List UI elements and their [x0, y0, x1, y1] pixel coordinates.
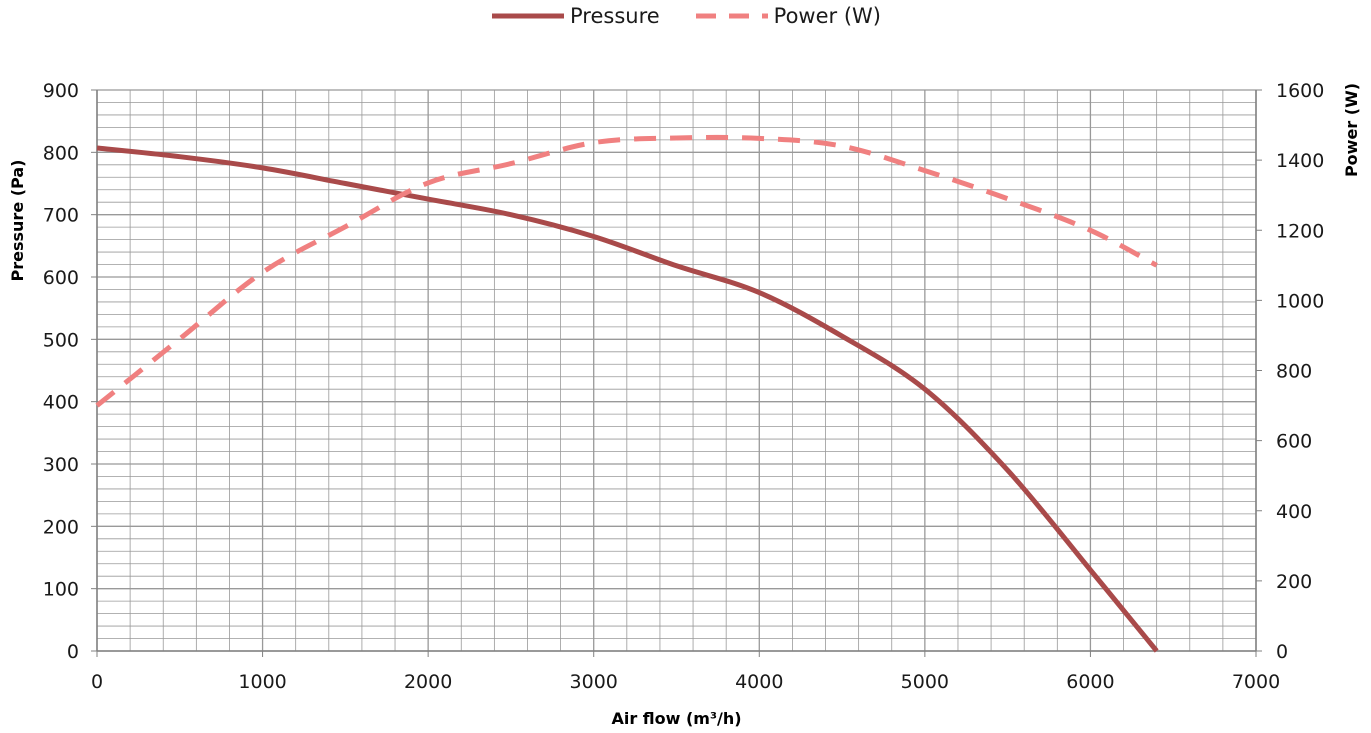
y2-axis-title: Power (W) — [1342, 83, 1361, 177]
legend-label-power: Power (W) — [773, 4, 881, 28]
y2-tick-label: 1400 — [1276, 150, 1324, 172]
y-tick-label: 100 — [43, 579, 79, 601]
x-tick-label: 7000 — [1232, 671, 1280, 693]
y-axis-title: Pressure (Pa) — [8, 160, 27, 282]
legend-swatch-power — [695, 13, 768, 19]
x-tick-label: 6000 — [1066, 671, 1114, 693]
y-tick-label: 0 — [67, 641, 79, 663]
y-tick-label: 500 — [43, 329, 79, 351]
y2-tick-label: 0 — [1276, 641, 1288, 663]
x-tick-label: 0 — [91, 671, 103, 693]
x-axis-title: Air flow (m³/h) — [611, 709, 741, 728]
y2-tick-label: 1200 — [1276, 220, 1324, 242]
x-tick-label: 4000 — [735, 671, 783, 693]
series-line-pressure — [96, 145, 1159, 653]
series-layer — [95, 134, 1159, 653]
y-tick-label: 400 — [43, 392, 79, 414]
y-tick-label: 900 — [43, 80, 79, 102]
y2-tick-label: 600 — [1276, 431, 1312, 453]
y-tick-label: 300 — [43, 454, 79, 476]
y-tick-label: 200 — [43, 516, 79, 538]
x-tick-label: 2000 — [404, 671, 452, 693]
legend-label-pressure: Pressure — [570, 4, 660, 28]
y2-tick-label: 1600 — [1276, 80, 1324, 102]
legend-item-pressure: Pressure — [490, 4, 660, 28]
legend-swatch-pressure — [492, 13, 564, 19]
y2-tick-label: 1000 — [1276, 290, 1324, 312]
y2-tick-label: 200 — [1276, 571, 1312, 593]
legend-item-power: Power (W) — [694, 4, 881, 28]
x-tick-label: 3000 — [570, 671, 618, 693]
y-tick-label: 800 — [43, 142, 79, 164]
axes — [91, 89, 1262, 657]
y2-tick-label: 800 — [1276, 361, 1312, 383]
gridlines — [96, 89, 1257, 652]
tick-labels: 0 1000 2000 3000 4000 5000 6000 700001002003004… — [43, 80, 1325, 693]
x-tick-label: 5000 — [901, 671, 949, 693]
y-tick-label: 600 — [43, 267, 79, 289]
x-tick-label: 1000 — [238, 671, 286, 693]
y2-tick-label: 400 — [1276, 501, 1312, 523]
y-tick-label: 700 — [43, 205, 79, 227]
legend: Pressure Power (W) — [0, 4, 1371, 28]
series-line-power — [95, 134, 1158, 408]
